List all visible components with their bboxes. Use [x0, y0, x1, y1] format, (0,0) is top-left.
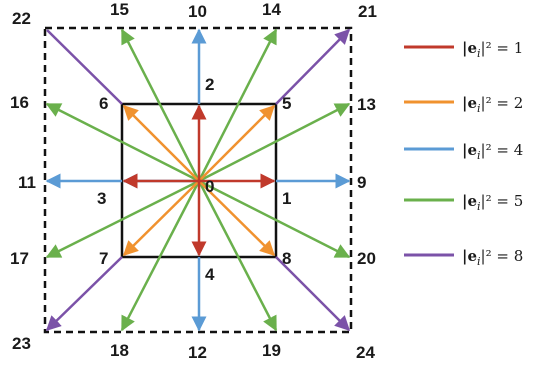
node-label-22: 22 [12, 9, 31, 28]
node-label-11: 11 [18, 173, 36, 192]
node-label-13: 13 [357, 95, 376, 114]
outer-dashed-frame [43, 26, 353, 334]
legend-label-magnitude-1: |ei|² = 1 [462, 39, 523, 60]
node-label-10: 10 [188, 2, 207, 21]
node-label-20: 20 [357, 249, 376, 268]
vectors-magnitude-8 [45, 28, 351, 332]
vector-7 [122, 180, 200, 257]
node-label-18: 18 [110, 341, 129, 360]
node-label-7: 7 [99, 249, 108, 268]
node-label-12: 12 [188, 343, 207, 362]
node-label-15: 15 [110, 0, 129, 19]
vector-22 [46, 29, 123, 105]
node-label-19: 19 [262, 341, 281, 360]
vectors-magnitude-2 [122, 104, 276, 257]
node-label-6: 6 [99, 94, 108, 113]
node-label-17: 17 [10, 249, 29, 268]
node-label-0: 0 [205, 177, 214, 196]
node-label-5: 5 [282, 94, 291, 113]
legend-item-magnitude-4: |ei|² = 4 [404, 141, 523, 162]
vector-21 [275, 28, 351, 105]
legend: |ei|² = 1 |ei|² = 2 |ei|² = 4 |ei|² = 5 … [404, 39, 523, 268]
node-label-24: 24 [356, 343, 375, 362]
node-label-23: 23 [12, 334, 31, 353]
legend-label-magnitude-8: |ei|² = 8 [462, 247, 523, 268]
legend-label-magnitude-2: |ei|² = 2 [462, 94, 523, 115]
vector-23 [45, 256, 123, 332]
node-label-21: 21 [358, 2, 377, 21]
node-label-3: 3 [97, 189, 106, 208]
vector-16 [45, 102, 200, 183]
legend-item-magnitude-2: |ei|² = 2 [404, 94, 523, 115]
vector-24 [275, 256, 351, 332]
node-labels: 0 1 2 3 4 5 6 7 8 9 10 11 12 13 14 15 16… [10, 0, 377, 362]
vector-5 [198, 104, 276, 182]
vector-14 [197, 28, 278, 182]
vector-17 [45, 179, 200, 259]
vectors-magnitude-5 [45, 28, 351, 332]
node-label-9: 9 [357, 173, 366, 192]
vector-15 [120, 28, 201, 182]
vector-20 [198, 179, 351, 259]
vector-6 [122, 104, 200, 182]
node-label-8: 8 [282, 249, 291, 268]
vector-8 [198, 180, 276, 257]
vector-18 [120, 180, 201, 332]
legend-label-magnitude-5: |ei|² = 5 [462, 192, 523, 213]
node-label-14: 14 [262, 0, 281, 19]
node-label-2: 2 [205, 75, 214, 94]
legend-label-magnitude-4: |ei|² = 4 [462, 141, 523, 162]
vectors-magnitude-1 [122, 104, 276, 257]
node-label-4: 4 [205, 265, 215, 284]
legend-item-magnitude-1: |ei|² = 1 [404, 39, 523, 60]
vector-19 [197, 180, 278, 332]
legend-item-magnitude-5: |ei|² = 5 [404, 192, 523, 213]
node-label-1: 1 [282, 189, 291, 208]
vector-13 [198, 102, 351, 183]
node-label-16: 16 [10, 93, 29, 112]
legend-item-magnitude-8: |ei|² = 8 [404, 247, 523, 268]
